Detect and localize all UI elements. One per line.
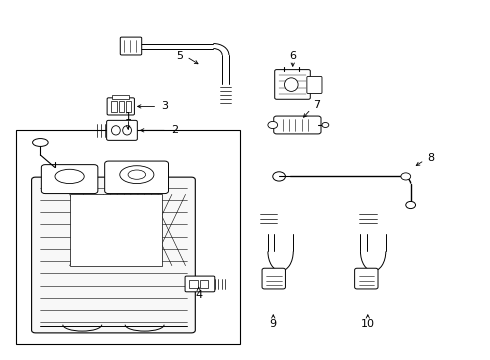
Text: 4: 4 xyxy=(195,290,202,300)
FancyBboxPatch shape xyxy=(274,116,321,134)
FancyBboxPatch shape xyxy=(262,268,286,289)
FancyBboxPatch shape xyxy=(105,161,169,194)
Text: 1: 1 xyxy=(124,112,132,122)
Text: 3: 3 xyxy=(161,102,168,111)
Bar xyxy=(113,95,129,99)
Ellipse shape xyxy=(112,126,120,135)
Ellipse shape xyxy=(268,121,278,129)
Ellipse shape xyxy=(120,166,154,184)
Text: 10: 10 xyxy=(361,319,375,329)
Ellipse shape xyxy=(406,202,416,208)
Ellipse shape xyxy=(285,78,298,91)
Ellipse shape xyxy=(401,173,411,180)
Bar xyxy=(111,101,117,112)
FancyBboxPatch shape xyxy=(107,98,134,115)
Bar xyxy=(16,130,240,344)
FancyBboxPatch shape xyxy=(31,177,196,333)
Bar xyxy=(70,194,162,266)
FancyBboxPatch shape xyxy=(275,69,310,99)
FancyBboxPatch shape xyxy=(41,165,98,194)
FancyBboxPatch shape xyxy=(355,268,378,289)
Ellipse shape xyxy=(128,170,146,179)
Ellipse shape xyxy=(122,126,131,135)
Text: 2: 2 xyxy=(171,125,178,135)
FancyBboxPatch shape xyxy=(120,37,142,55)
FancyBboxPatch shape xyxy=(185,276,215,292)
Ellipse shape xyxy=(273,172,286,181)
Bar xyxy=(125,101,131,112)
Bar xyxy=(190,280,198,288)
Text: 7: 7 xyxy=(314,100,320,110)
Text: 8: 8 xyxy=(428,153,435,163)
Bar xyxy=(119,101,123,112)
FancyBboxPatch shape xyxy=(307,76,322,94)
Text: 6: 6 xyxy=(289,51,296,61)
Ellipse shape xyxy=(55,169,84,184)
Text: 9: 9 xyxy=(270,319,277,329)
Ellipse shape xyxy=(322,122,329,127)
FancyBboxPatch shape xyxy=(107,120,137,140)
Bar xyxy=(200,280,208,288)
Text: 5: 5 xyxy=(176,51,183,61)
Ellipse shape xyxy=(32,139,48,147)
